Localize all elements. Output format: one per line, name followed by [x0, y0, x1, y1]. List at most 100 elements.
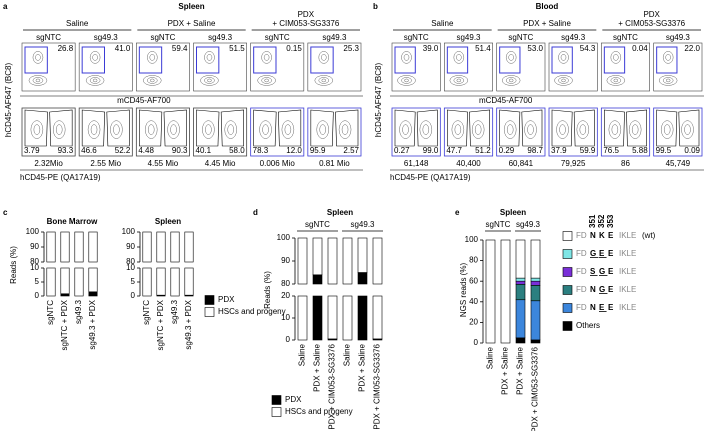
contour [204, 51, 215, 64]
gate [656, 46, 678, 74]
y-tick-label: 20 [469, 318, 478, 327]
contour [402, 124, 409, 135]
bar-segment [530, 277, 541, 282]
legend-swatch [271, 407, 282, 417]
column-label: sgNTC [36, 33, 61, 42]
contour [631, 124, 639, 135]
flow-plot [444, 42, 493, 92]
contour [506, 124, 514, 135]
x-tick-label: PDX + CIM053-SG3376 [531, 346, 540, 431]
gate [469, 109, 490, 147]
y-axis-label: Reads (%) [9, 246, 18, 284]
gate [626, 109, 647, 147]
gate [163, 109, 187, 147]
legend-swatch [271, 395, 282, 405]
gate [310, 46, 334, 74]
contour [662, 51, 674, 64]
contour [261, 77, 272, 84]
contour [561, 78, 566, 83]
bar-segment [60, 231, 70, 263]
contour [660, 120, 674, 139]
contour [399, 120, 412, 139]
group-header: PDX + Saline [168, 19, 216, 28]
bar-segment [60, 267, 70, 295]
legend-label: PDX [218, 295, 235, 304]
contour [30, 120, 44, 139]
bar-segment [74, 267, 84, 297]
contour [663, 124, 671, 135]
contour [314, 75, 334, 86]
contour [32, 77, 44, 84]
bar-segment [342, 237, 353, 285]
gate [253, 109, 277, 147]
contour [524, 120, 537, 139]
gate [678, 109, 700, 147]
cell-count: 86 [621, 159, 630, 168]
flow-plot [307, 42, 362, 92]
legend-label: FD N G E IKLE [576, 285, 636, 294]
contour [89, 51, 101, 64]
column-label: sg49.3 [561, 33, 586, 42]
contour [261, 51, 272, 64]
contour [505, 51, 517, 64]
contour [149, 54, 156, 61]
bar-segment [184, 231, 194, 263]
bar-segment [342, 295, 353, 341]
contour [451, 120, 465, 139]
contour [321, 54, 327, 61]
cell-count: 0.81 Mio [319, 159, 350, 168]
bar-segment [485, 239, 496, 344]
contour [87, 120, 101, 139]
residue-number: 353 [606, 214, 615, 228]
gate [603, 46, 626, 74]
gate-value: 40.1 [196, 146, 212, 155]
y-tick-label: 90 [281, 256, 290, 265]
legend-swatch [562, 303, 573, 313]
gate-value: 52.2 [115, 146, 131, 155]
group-label: sgNTC [486, 220, 511, 229]
cell-count: 4.55 Mio [148, 159, 179, 168]
gate-value: 12.0 [286, 146, 302, 155]
flow-plot [496, 107, 546, 157]
contour [456, 78, 462, 83]
column-label: sgNTC [404, 33, 429, 42]
x-tick-label: sgNTC [142, 300, 151, 325]
chart-title: Spleen [500, 208, 526, 217]
flow-plot [250, 107, 305, 157]
gate-value: 47.7 [446, 146, 462, 155]
legend-swatch [562, 285, 573, 295]
contour [658, 75, 678, 86]
contour [665, 54, 671, 61]
gate [196, 109, 220, 147]
flow-plot [193, 42, 247, 92]
residue-number: 351 [588, 214, 597, 228]
contour [200, 75, 219, 86]
contour [52, 120, 66, 139]
bar-segment [312, 295, 323, 341]
contour [319, 124, 326, 135]
contour [113, 124, 120, 135]
y-tick-label: 40 [469, 297, 478, 306]
contour [257, 75, 276, 86]
residue-number: 352 [597, 214, 606, 228]
contour [556, 120, 569, 139]
gate-value: 59.4 [172, 44, 188, 53]
gate [24, 109, 48, 147]
legend-label: PDX [285, 395, 302, 404]
contour [147, 124, 155, 135]
contour [341, 124, 349, 135]
gate-value: 99.5 [656, 146, 672, 155]
column-label: sgNTC [508, 33, 533, 42]
bar-segment [88, 291, 98, 297]
gate-value: 98.7 [527, 146, 543, 155]
flow-plot [391, 42, 441, 92]
legend-label: FD G E E IKLE [576, 249, 636, 258]
bar-segment [372, 237, 383, 285]
gate [394, 109, 416, 147]
flow-plot [78, 107, 133, 157]
axis-label: hCD45-AF647 (BC8) [4, 63, 13, 138]
gate-value: 2.57 [343, 146, 359, 155]
x-tick-label: sgNTC + PDX [156, 299, 165, 350]
y-tick-label: 80 [281, 279, 290, 288]
bar-segment [515, 280, 526, 285]
